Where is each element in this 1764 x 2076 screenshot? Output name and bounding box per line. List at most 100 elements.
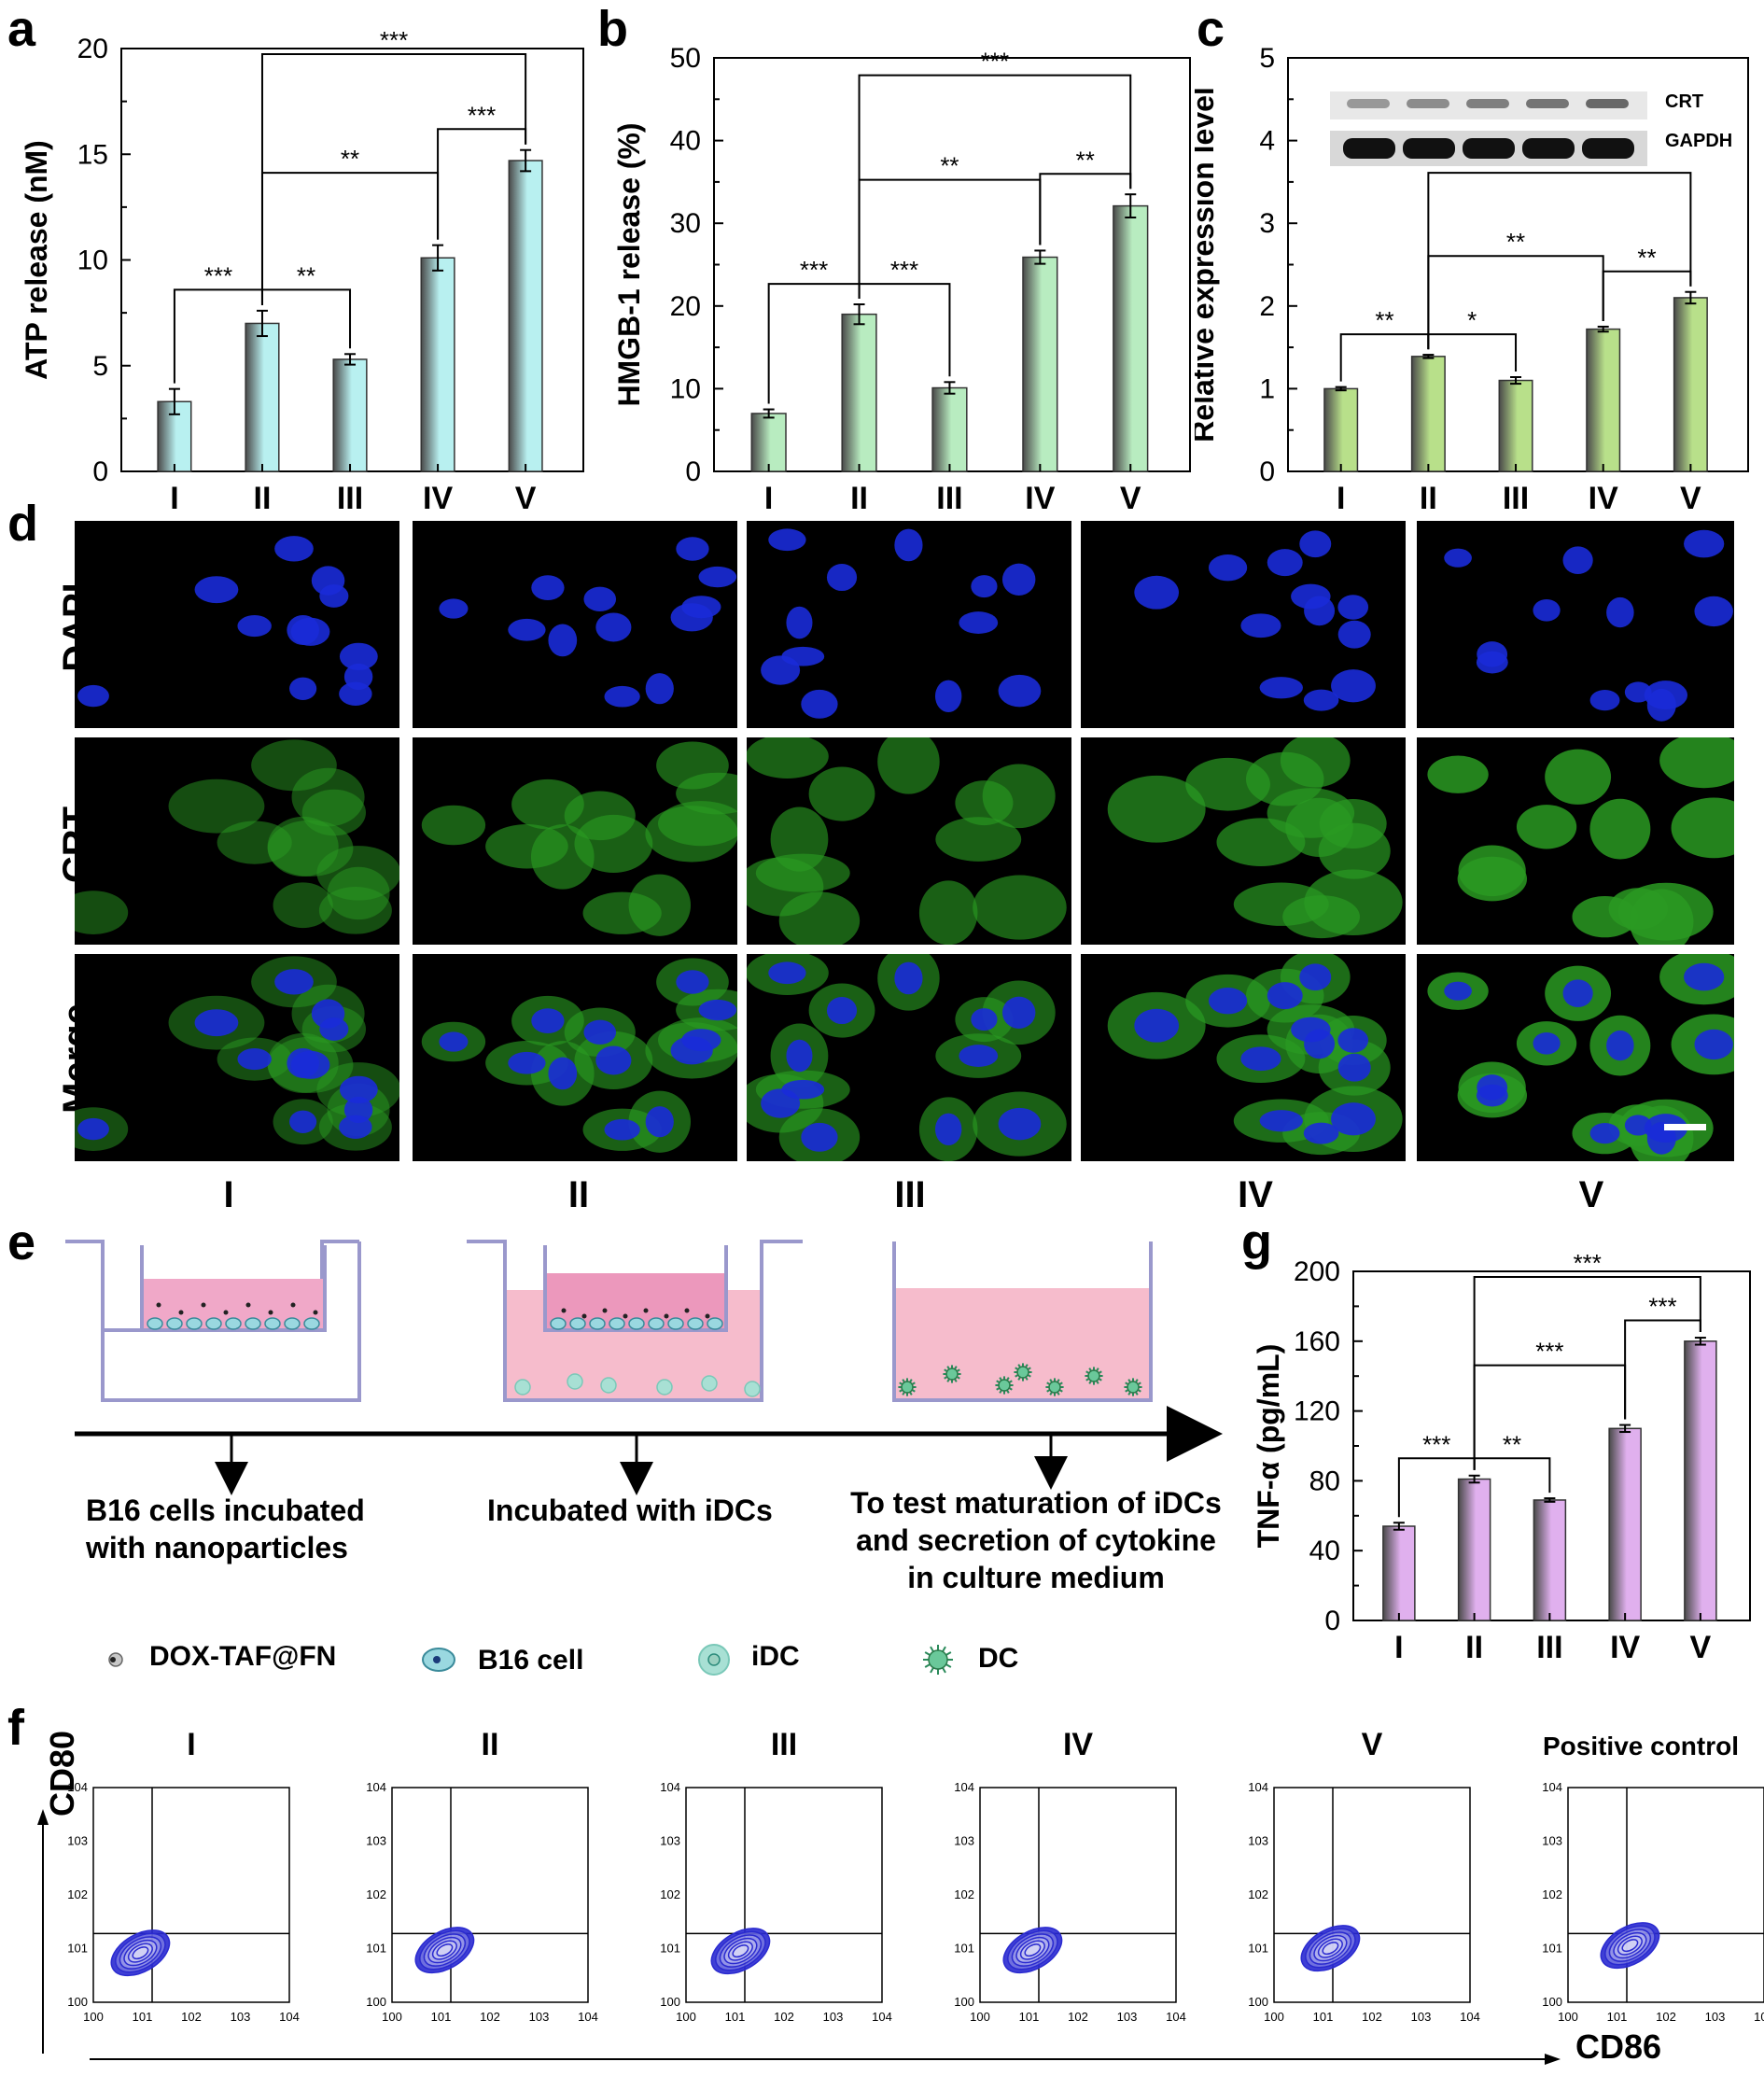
bar — [1457, 1478, 1491, 1621]
nucleus — [1589, 1123, 1620, 1144]
nanoparticle — [156, 1302, 161, 1308]
micrograph-dapi-II — [413, 521, 737, 728]
experiment-diagram — [65, 1240, 1223, 1495]
y-tick-label: 103 — [954, 1834, 974, 1848]
nanoparticle — [664, 1313, 669, 1319]
cytoplasm — [1545, 749, 1612, 805]
nucleus — [676, 970, 709, 994]
dc-cell — [1124, 1378, 1142, 1396]
y-tick-label: 102 — [954, 1887, 974, 1901]
nucleus — [1303, 1122, 1339, 1144]
density-contour — [1600, 1922, 1660, 1970]
x-tick-label: I — [170, 481, 178, 516]
density-contour — [414, 1927, 475, 1974]
y-tick-label: 2 — [1259, 291, 1275, 322]
y-axis-label: TNF-α (pg/mL) — [1252, 1344, 1285, 1549]
nucleus — [681, 1029, 721, 1052]
blot-label-gapdh: GAPDH — [1665, 131, 1733, 151]
density-contour — [732, 1944, 749, 1958]
cytoplasm — [973, 875, 1067, 940]
significance-label: * — [1467, 306, 1477, 334]
cytoplasm — [877, 737, 940, 794]
scale-bar — [1664, 1124, 1706, 1130]
y-tick-label: 100 — [660, 1995, 680, 2009]
b16-cell — [147, 1317, 163, 1330]
nucleus — [698, 999, 737, 1021]
y-tick-label: 200 — [1294, 1256, 1340, 1287]
nucleus — [959, 1045, 999, 1067]
density-contour — [110, 1929, 171, 1977]
nucleus — [531, 575, 565, 601]
blot-band-crt — [1466, 99, 1509, 108]
nucleus — [339, 681, 372, 706]
b16-cell — [569, 1317, 586, 1330]
significance-label: *** — [1535, 1338, 1563, 1366]
x-tick-label: IV — [1610, 1630, 1640, 1662]
flow-xlabel: CD86 — [1575, 2027, 1662, 2066]
y-tick-label: 160 — [1294, 1326, 1340, 1357]
nucleus — [1259, 1110, 1303, 1132]
y-tick-label: 101 — [67, 1942, 88, 1956]
y-tick-label: 103 — [366, 1834, 386, 1848]
cytoplasm — [1318, 822, 1391, 879]
bar — [931, 386, 968, 472]
micrograph-merge-II — [413, 954, 737, 1161]
significance-label: ** — [940, 152, 959, 180]
cytoplasm — [273, 882, 333, 929]
nanoparticle — [268, 1310, 273, 1315]
y-tick-label: 0 — [1259, 456, 1275, 487]
significance-label: ** — [1076, 146, 1095, 174]
x-axis-arrowhead — [1545, 2054, 1561, 2065]
nucleus — [1694, 1029, 1733, 1060]
nucleus — [1589, 690, 1620, 711]
nucleus — [971, 1008, 998, 1031]
cytoplasm — [1427, 755, 1489, 793]
x-tick-label: V — [1680, 481, 1701, 516]
x-tick-label: II — [850, 481, 868, 516]
y-tick-label: 104 — [67, 1780, 88, 1794]
blot-band-gapdh — [1403, 138, 1455, 159]
y-tick-label: 100 — [954, 1995, 974, 2009]
y-tick-label: 15 — [77, 139, 108, 170]
bar — [841, 313, 877, 472]
cytoplasm — [168, 778, 265, 834]
y-tick-label: 102 — [660, 1887, 680, 1901]
panel-e-letter: e — [7, 1214, 36, 1270]
significance-label: *** — [890, 256, 918, 284]
y-tick-label: 0 — [92, 456, 108, 487]
nucleus — [676, 537, 709, 561]
nucleus — [1624, 681, 1652, 703]
nucleus — [289, 1110, 317, 1133]
nanoparticle — [643, 1308, 649, 1313]
b16-cell — [667, 1317, 684, 1330]
nucleus — [698, 566, 737, 588]
nucleus — [801, 1122, 838, 1152]
density-contour — [715, 1930, 766, 1971]
x-tick-label: IV — [1025, 481, 1055, 516]
significance-label: *** — [1574, 1249, 1602, 1277]
nanoparticle — [581, 1313, 587, 1319]
nucleus — [1240, 1046, 1281, 1072]
nucleus — [583, 586, 617, 611]
nucleus — [548, 624, 578, 657]
density-contour — [1322, 1942, 1339, 1956]
bar — [245, 322, 280, 472]
nucleus — [1694, 596, 1733, 627]
x-tick-label: 103 — [1117, 2010, 1138, 2024]
y-axis-label: ATP release (nM) — [20, 140, 53, 380]
col-label-III: III — [894, 1174, 926, 1215]
x-tick-label: 102 — [1068, 2010, 1088, 2024]
cytoplasm — [1671, 797, 1734, 859]
cytoplasm — [1280, 737, 1351, 788]
nucleus — [1299, 530, 1332, 558]
nucleus — [1267, 982, 1303, 1010]
legend-label-dc: DC — [978, 1643, 1019, 1674]
b16-cell — [264, 1317, 281, 1330]
y-tick-label: 0 — [1324, 1606, 1340, 1636]
significance-label: *** — [204, 261, 232, 289]
dc-cell — [943, 1365, 961, 1383]
nucleus — [1299, 963, 1332, 991]
x-tick-label: 104 — [1166, 2010, 1186, 2024]
